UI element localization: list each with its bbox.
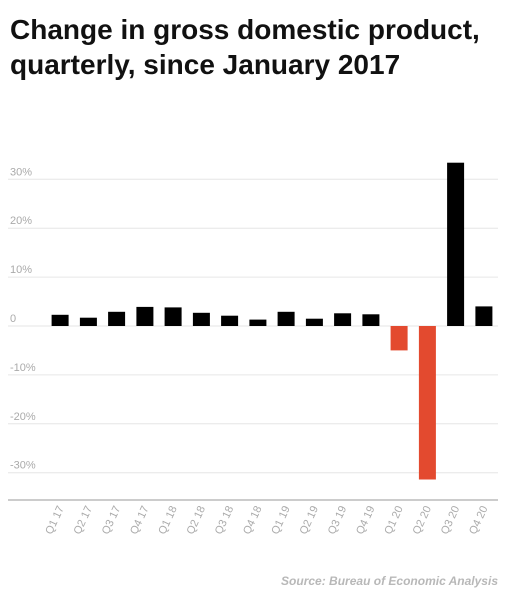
x-axis-ticks: Q1 17 Q2 17 Q3 17 Q4 17 Q1 18 Q2 18 Q3 18 Q4 18… xyxy=(43,504,490,536)
bar-q3-20 xyxy=(447,162,465,326)
y-tick-label: 30% xyxy=(10,166,32,178)
x-tick-label: Q1 20 xyxy=(382,504,406,536)
bar-q3-19 xyxy=(334,313,352,326)
x-tick-label: Q2 17 xyxy=(72,504,96,536)
x-tick-label: Q1 17 xyxy=(43,504,67,536)
x-tick-label: Q2 19 xyxy=(298,504,322,536)
x-tick-label: Q1 19 xyxy=(269,504,293,536)
x-tick-label: Q3 17 xyxy=(100,504,124,536)
x-tick-label: Q4 17 xyxy=(128,504,152,536)
bar-q1-19 xyxy=(277,311,295,326)
bar-q4-20 xyxy=(475,306,493,326)
bar-q1-18 xyxy=(164,307,182,326)
y-tick-label: 10% xyxy=(10,264,32,276)
x-tick-label: Q3 18 xyxy=(213,504,237,536)
bar-q3-17 xyxy=(108,311,126,326)
source-note: Source: Bureau of Economic Analysis xyxy=(281,574,498,588)
y-tick-label: -20% xyxy=(10,411,36,423)
y-tick-label: -30% xyxy=(10,460,36,472)
chart-title: Change in gross domestic product, quarte… xyxy=(10,14,480,80)
bar-q2-20 xyxy=(418,326,436,480)
bar-q4-17 xyxy=(136,306,154,326)
x-tick-label: Q4 20 xyxy=(467,504,491,536)
bars xyxy=(51,162,493,480)
y-tick-label: 20% xyxy=(10,215,32,227)
bar-q1-17 xyxy=(51,314,69,326)
gridlines xyxy=(8,178,498,501)
x-tick-label: Q4 18 xyxy=(241,504,265,536)
x-tick-label: Q1 18 xyxy=(156,504,180,536)
bar-q2-17 xyxy=(79,317,97,326)
bar-q4-18 xyxy=(249,319,267,326)
y-tick-label: -10% xyxy=(10,362,36,374)
x-tick-label: Q3 19 xyxy=(326,504,350,536)
y-axis-ticks: -30% -20% -10% 0 10% 20% 30% xyxy=(10,166,36,471)
bar-q1-20 xyxy=(390,326,408,351)
bar-q2-19 xyxy=(305,318,323,326)
y-tick-label: 0 xyxy=(10,313,16,325)
x-tick-label: Q3 20 xyxy=(439,504,463,536)
bar-q3-18 xyxy=(221,315,239,326)
x-tick-label: Q2 20 xyxy=(411,504,435,536)
bar-q2-18 xyxy=(192,312,210,326)
x-tick-label: Q4 19 xyxy=(354,504,378,536)
bar-q4-19 xyxy=(362,314,380,326)
x-tick-label: Q2 18 xyxy=(185,504,209,536)
